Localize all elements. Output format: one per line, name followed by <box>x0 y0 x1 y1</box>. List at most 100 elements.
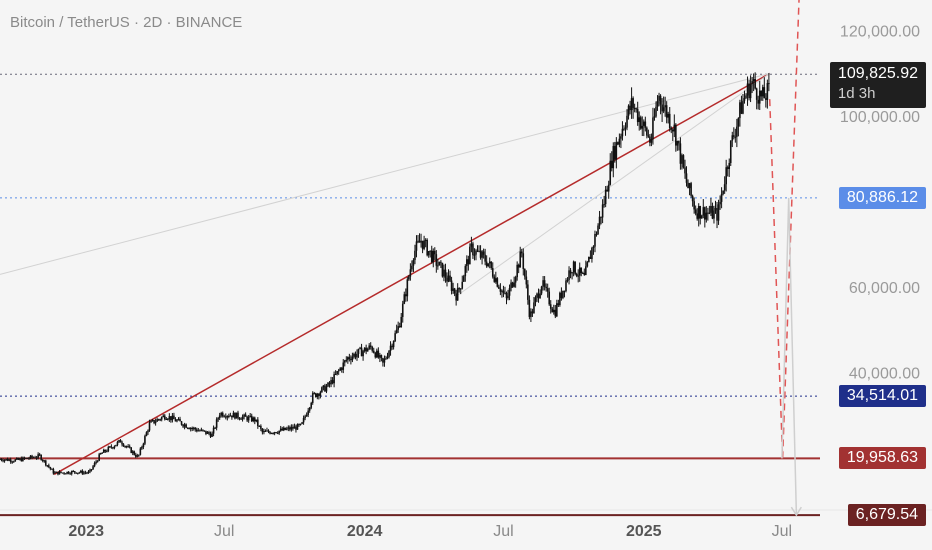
candle-body <box>52 469 55 474</box>
countdown-label: 1d 3h <box>837 85 876 103</box>
candle-body <box>411 265 413 270</box>
candle-body <box>734 136 737 138</box>
candle-body <box>607 184 610 192</box>
candle-body <box>54 472 56 474</box>
candle-body <box>438 261 441 266</box>
price-tag[interactable]: 109,825.92 1d 3h <box>829 62 926 109</box>
candle-body <box>656 100 659 107</box>
candle-body <box>38 454 41 456</box>
candle-body <box>533 302 535 314</box>
candle-body <box>429 250 432 252</box>
x-tick-label: 2024 <box>347 523 383 540</box>
price-tag[interactable]: 34,514.01 <box>838 385 926 408</box>
candle-body <box>699 206 702 219</box>
candle-body <box>382 358 384 363</box>
candle-body <box>119 440 122 443</box>
candle-body <box>757 99 760 104</box>
candle-body <box>491 268 494 277</box>
candle-body <box>432 250 435 263</box>
candle-body <box>372 350 375 353</box>
candle-body <box>244 414 247 417</box>
candle-body <box>0 459 1 461</box>
candle-body <box>659 95 662 105</box>
candle-body <box>470 243 473 247</box>
candle-body <box>308 407 311 411</box>
candle-body <box>450 280 453 291</box>
candle-body <box>586 262 589 267</box>
candle-body <box>70 471 73 474</box>
projection-line <box>781 197 798 516</box>
price-tag[interactable]: 80,886.12 <box>838 186 926 209</box>
candle-body <box>84 472 87 474</box>
candle-body <box>86 472 88 474</box>
candle-body <box>199 430 201 432</box>
candle-body <box>301 422 303 424</box>
candle-body <box>110 446 113 448</box>
candle-body <box>739 102 741 119</box>
candle-body <box>331 380 334 384</box>
candle-body <box>636 108 639 123</box>
candle-body <box>165 418 168 420</box>
candle-body <box>522 253 525 269</box>
candle-body <box>507 295 509 299</box>
candle-body <box>247 416 250 421</box>
candle-body <box>104 449 107 452</box>
candle-body <box>64 473 67 475</box>
candle-body <box>286 428 288 430</box>
candle-body <box>66 471 68 474</box>
candle-body <box>266 430 268 432</box>
candle-body <box>150 420 152 423</box>
candle-body <box>675 124 677 146</box>
price-tag[interactable]: 6,679.54 <box>847 504 926 527</box>
candle-body <box>226 416 229 418</box>
candle-body <box>749 84 752 99</box>
candle-body <box>369 345 372 347</box>
candle-body <box>160 417 163 420</box>
candle-body <box>354 353 357 358</box>
candle-body <box>635 108 637 110</box>
candle-body <box>15 458 18 460</box>
price-tag[interactable]: 19,958.63 <box>838 447 926 470</box>
candle-body <box>563 290 566 292</box>
candle-body <box>142 443 145 448</box>
candle-body <box>261 428 264 433</box>
candle-body <box>453 288 456 294</box>
candle-body <box>72 471 75 473</box>
candle-body <box>745 95 747 99</box>
candle-body <box>720 193 723 202</box>
candle-body <box>182 424 184 427</box>
chart-title: Bitcoin / TetherUS · 2D · BINANCE <box>10 14 243 31</box>
x-tick-label: Jul <box>772 523 792 540</box>
candle-body <box>23 457 26 459</box>
candle-body <box>77 472 79 474</box>
candle-body <box>728 162 731 169</box>
candle-body <box>185 424 187 428</box>
candle-body <box>205 430 207 434</box>
candle-body <box>362 351 364 357</box>
candle-body <box>571 272 573 274</box>
candle-body <box>347 357 349 360</box>
candle-body <box>487 263 489 267</box>
candle-body <box>112 447 114 449</box>
candle-body <box>290 426 293 430</box>
candle-body <box>232 412 235 418</box>
candle-body <box>548 291 551 305</box>
candle-body <box>420 240 422 243</box>
candle-body <box>208 431 210 434</box>
candle-body <box>473 254 476 256</box>
candle-body <box>649 136 651 143</box>
candle-body <box>124 446 126 448</box>
candle-body <box>209 433 212 437</box>
candle-body <box>99 453 102 455</box>
candle-body <box>229 415 232 417</box>
candle-body <box>163 415 166 420</box>
candle-body <box>37 454 39 458</box>
candle-body <box>51 468 53 470</box>
candle-body <box>337 370 340 372</box>
candle-body <box>710 206 712 213</box>
candle-body <box>224 416 227 418</box>
candle-body <box>321 387 323 393</box>
candle-body <box>574 261 576 274</box>
